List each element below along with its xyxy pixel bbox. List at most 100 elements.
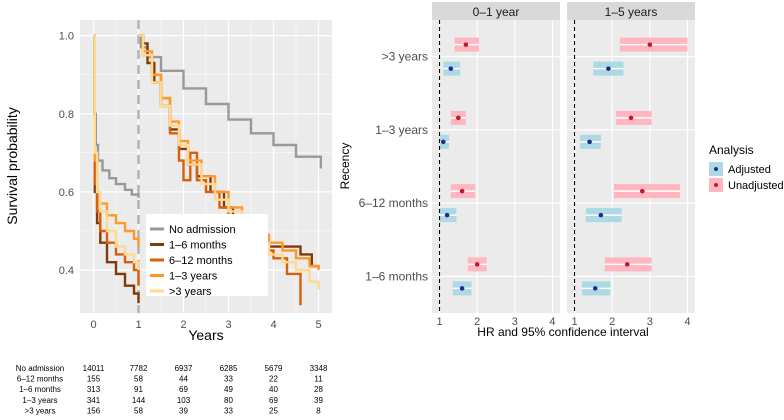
fp-point-adjusted-0-1-3-years <box>440 139 446 145</box>
fp-point-unadjusted-1-3-years <box>647 42 653 47</box>
facet-strip-1-5-years <box>567 2 695 20</box>
fp-category-3-years: >3 years <box>382 50 428 64</box>
risk-cell-3-years-2: 39 <box>179 406 188 415</box>
risk-cell-no-admission-1: 7782 <box>130 364 148 373</box>
facet-label-0-1-year: 0–1 year <box>473 5 520 19</box>
km-y-tick-1-0: 1.0 <box>59 31 74 43</box>
risk-cell-6-12-months-1: 58 <box>134 375 143 384</box>
fp-point-unadjusted-1-1-3-years <box>628 115 634 121</box>
km-curve-3-years-seg0 <box>93 34 140 270</box>
km-y-tick-0-6: 0.6 <box>59 187 74 199</box>
km-y-axis-label: Survival probability <box>4 107 20 225</box>
risk-cell-6-12-months-3: 33 <box>224 375 233 384</box>
fp-category-1-3-years: 1–3 years <box>375 123 428 137</box>
fp-x-tick-0-2: 2 <box>474 316 480 328</box>
fp-point-adjusted-0-3-years <box>448 66 454 71</box>
fp-point-adjusted-1-6-12-months <box>598 212 604 218</box>
fp-point-unadjusted-0-3-years <box>463 42 469 47</box>
km-curve-3-years-seg1 <box>138 34 320 290</box>
risk-cell-no-admission-5: 3348 <box>310 364 328 373</box>
risk-cell-1-6-months-2: 69 <box>179 385 188 394</box>
risk-row-label-1-3-years: 1–3 years <box>22 396 57 405</box>
fp-x-tick-1-1: 1 <box>571 316 577 328</box>
fp-point-unadjusted-0-1-6-months <box>474 262 480 267</box>
fp-point-adjusted-0-1-6-months <box>459 286 465 291</box>
risk-cell-3-years-0: 156 <box>87 406 101 415</box>
forest-x-tick-labels: 1 2 3 4 1 2 3 4 <box>436 316 690 328</box>
risk-cell-3-years-5: 8 <box>316 406 321 415</box>
km-legend-box <box>146 214 268 296</box>
fp-x-tick-0-4: 4 <box>549 316 555 328</box>
risk-cell-1-3-years-4: 69 <box>269 396 278 405</box>
km-legend-label-1-6-months: 1–6 months <box>169 240 227 252</box>
number-at-risk-table: No admission 14011 7782 6937 6285 5679 3348 6–1… <box>16 364 328 415</box>
fp-category-6-12-months: 6–12 months <box>359 196 428 210</box>
km-legend-label-3-years: >3 years <box>169 286 212 298</box>
fp-point-unadjusted-1-1-6-months <box>624 262 630 267</box>
fp-point-adjusted-1-1-6-months <box>592 286 598 291</box>
km-legend-label-1-3-years: 1–3 years <box>169 271 218 283</box>
risk-row-label-no-admission: No admission <box>16 364 64 373</box>
forest-legend-items: Adjusted Unadjusted <box>709 162 784 192</box>
fp-x-tick-0-3: 3 <box>512 316 518 328</box>
risk-row-label-6-12-months: 6–12 months <box>17 375 63 384</box>
forest-x-axis-label: HR and 95% confidence interval <box>477 325 648 339</box>
km-x-axis-label: Years <box>188 327 223 343</box>
km-y-tick-0-4: 0.4 <box>59 265 74 277</box>
km-legend-label-no-admission: No admission <box>169 224 236 236</box>
risk-cell-3-years-3: 33 <box>224 406 233 415</box>
facet-strip-0-1-year <box>432 2 560 20</box>
fp-legend-label-adjusted: Adjusted <box>728 164 771 176</box>
risk-cell-6-12-months-5: 11 <box>314 375 323 384</box>
forest-y-axis-label: Recency <box>338 143 352 190</box>
km-curves <box>93 34 322 306</box>
fp-point-adjusted-1-1-3-years <box>587 139 592 145</box>
km-x-tick-3: 3 <box>225 319 231 331</box>
km-x-tick-4: 4 <box>270 319 276 331</box>
risk-cell-6-12-months-0: 155 <box>87 375 101 384</box>
risk-cell-1-3-years-2: 103 <box>177 396 191 405</box>
risk-cell-1-6-months-0: 313 <box>87 385 101 394</box>
risk-cell-6-12-months-2: 44 <box>179 375 188 384</box>
fp-point-unadjusted-0-6-12-months <box>459 188 465 194</box>
risk-cell-1-3-years-1: 144 <box>132 396 146 405</box>
forest-panel: 0–1 year 1–5 years >3 years 1–3 years 6–12… <box>338 2 784 339</box>
risk-cell-1-3-years-3: 80 <box>224 396 233 405</box>
risk-row-label-3-years: >3 years <box>25 406 56 415</box>
km-x-tick-labels: 0 1 2 3 4 5 <box>90 319 321 331</box>
forest-legend: Analysis Adjusted Unadjusted <box>709 143 784 192</box>
km-legend-label-6-12-months: 6–12 months <box>169 255 233 267</box>
risk-cell-3-years-4: 25 <box>269 406 278 415</box>
facet-label-1-5-years: 1–5 years <box>605 5 658 19</box>
fp-x-tick-1-4: 4 <box>684 316 690 328</box>
risk-cell-1-3-years-5: 39 <box>314 396 323 405</box>
risk-cell-1-3-years-0: 341 <box>87 396 101 405</box>
risk-cell-no-admission-3: 6285 <box>220 364 238 373</box>
risk-row-label-1-6-months: 1–6 months <box>19 385 61 394</box>
fp-point-unadjusted-1-6-12-months <box>639 188 645 194</box>
forest-legend-title: Analysis <box>709 143 754 157</box>
fp-legend-label-unadjusted: Unadjusted <box>728 180 784 192</box>
fp-category-1-6-months: 1–6 months <box>365 269 428 283</box>
fp-point-adjusted-0-6-12-months <box>444 212 450 218</box>
fp-legend-dot-unadjusted <box>714 183 718 187</box>
km-legend-items: No admission 1–6 months 6–12 months 1–3 yea… <box>150 224 236 298</box>
risk-cell-1-6-months-1: 91 <box>134 385 143 394</box>
km-x-tick-5: 5 <box>315 319 321 331</box>
fp-x-tick-1-2: 2 <box>609 316 615 328</box>
fp-point-unadjusted-0-1-3-years <box>456 115 461 121</box>
km-x-tick-1: 1 <box>135 319 141 331</box>
km-y-tick-0-8: 0.8 <box>59 109 74 121</box>
risk-cell-6-12-months-4: 22 <box>269 375 278 384</box>
km-x-tick-2: 2 <box>180 319 186 331</box>
risk-cell-1-6-months-5: 28 <box>314 385 323 394</box>
km-legend: No admission 1–6 months 6–12 months 1–3 yea… <box>146 214 268 298</box>
risk-cell-no-admission-4: 5679 <box>265 364 283 373</box>
risk-cell-1-6-months-3: 49 <box>224 385 233 394</box>
fp-x-tick-0-1: 1 <box>436 316 442 328</box>
km-x-tick-0: 0 <box>90 319 96 331</box>
fp-x-tick-1-3: 3 <box>647 316 653 328</box>
fp-legend-dot-adjusted <box>714 167 718 171</box>
fp-point-adjusted-1-3-years <box>606 66 611 71</box>
